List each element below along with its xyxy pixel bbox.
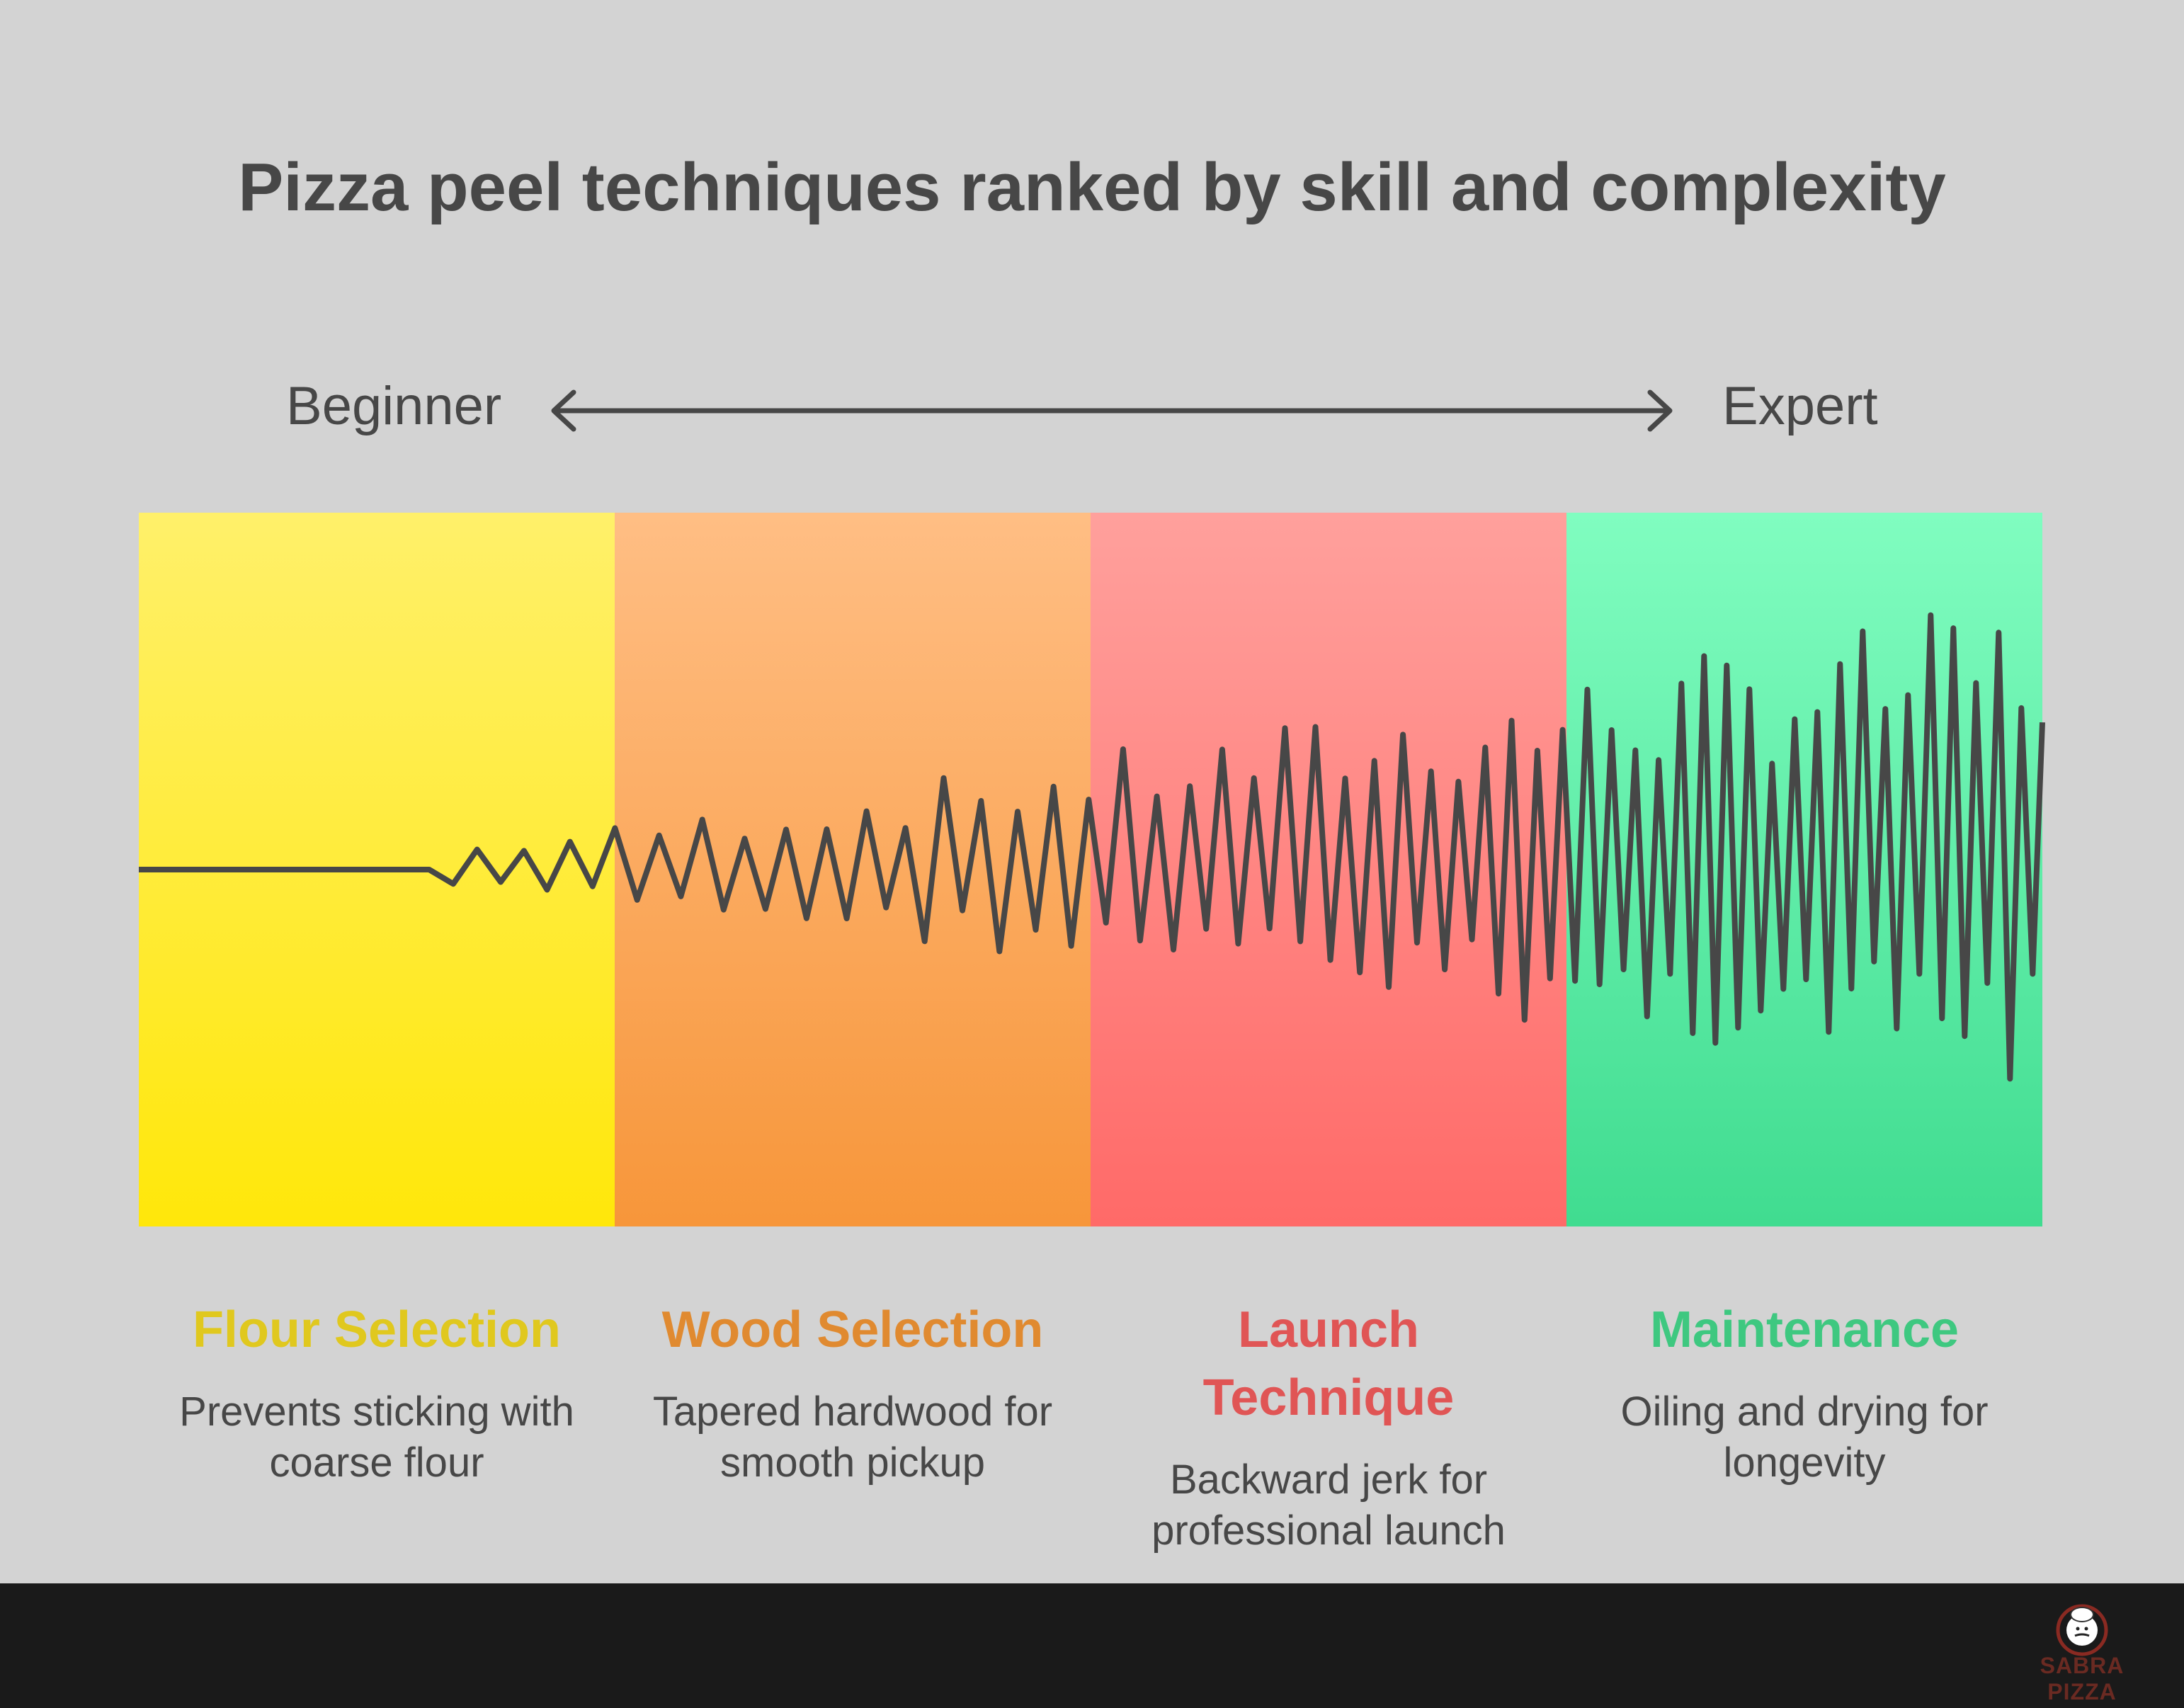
scale-end-label: Expert — [1722, 376, 1878, 436]
stage-description: Prevents sticking with coarse flour — [179, 1389, 574, 1486]
scale-start-label: Beginner — [286, 376, 502, 436]
complexity-waveform — [139, 612, 2045, 1082]
brand-name: SABRA PIZZA — [2040, 1653, 2125, 1704]
stage-launch-technique: Launch Technique Backward jerk for profe… — [1109, 1296, 1548, 1556]
stage-heading: Maintenance — [1649, 1302, 1960, 1358]
stage-heading: Launch Technique — [1202, 1302, 1455, 1426]
stage-description: Tapered hardwood for smooth pickup — [652, 1389, 1053, 1486]
chef-logo-icon — [2056, 1604, 2108, 1656]
stage-heading: Wood Selection — [661, 1302, 1044, 1358]
stage-wood-selection: Wood Selection Tapered hardwood for smoo… — [633, 1296, 1072, 1488]
footer-bar — [0, 1583, 2184, 1708]
infographic-canvas: Pizza peel techniques ranked by skill an… — [0, 0, 2184, 1583]
double-arrow-icon — [551, 389, 1673, 432]
band-maintenance — [1566, 513, 2042, 1226]
stage-heading: Flour Selection — [192, 1302, 562, 1358]
page-title: Pizza peel techniques ranked by skill an… — [238, 149, 1946, 225]
stage-description: Oiling and drying for longevity — [1620, 1389, 1989, 1486]
stage-description: Backward jerk for professional launch — [1151, 1457, 1506, 1554]
skill-bands — [139, 513, 2042, 1226]
stage-flour-selection: Flour Selection Prevents sticking with c… — [157, 1296, 596, 1488]
stage-maintenance: Maintenance Oiling and drying for longev… — [1585, 1296, 2024, 1488]
band-launch-technique — [1091, 513, 1566, 1226]
